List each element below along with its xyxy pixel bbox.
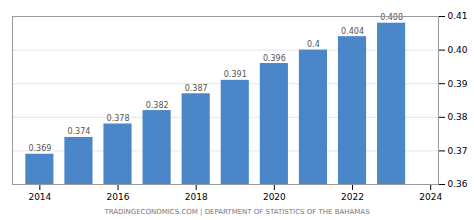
svg-text:0.391: 0.391 (224, 70, 247, 79)
svg-text:0.4: 0.4 (307, 40, 320, 49)
svg-text:2024: 2024 (419, 192, 442, 202)
svg-text:0.38: 0.38 (448, 112, 468, 122)
svg-text:2016: 2016 (107, 192, 130, 202)
svg-text:0.41: 0.41 (448, 11, 468, 21)
html-text:TRADINGECONOMICS.COM | DEPARTM: TRADINGECONOMICS.COM | DEPARTMENT OF STA… (104, 208, 370, 216)
svg-text:0.374: 0.374 (67, 127, 90, 136)
svg-text:0.40: 0.40 (448, 45, 468, 55)
svg-text:0.36: 0.36 (448, 179, 468, 189)
svg-text:0.382: 0.382 (146, 101, 169, 110)
svg-text:2014: 2014 (28, 192, 51, 202)
svg-text:0.404: 0.404 (341, 27, 364, 36)
svg-text:0.39: 0.39 (448, 79, 468, 89)
svg-text:2020: 2020 (263, 192, 286, 202)
svg-text:0.396: 0.396 (263, 54, 286, 63)
svg-text:0.37: 0.37 (448, 146, 468, 156)
svg-text:2022: 2022 (341, 192, 364, 202)
svg-text:0.378: 0.378 (107, 114, 130, 123)
svg-text:0.369: 0.369 (28, 144, 51, 153)
svg-text:2018: 2018 (185, 192, 208, 202)
svg-text:0.387: 0.387 (185, 84, 208, 93)
svg-text:0.408: 0.408 (380, 13, 403, 22)
